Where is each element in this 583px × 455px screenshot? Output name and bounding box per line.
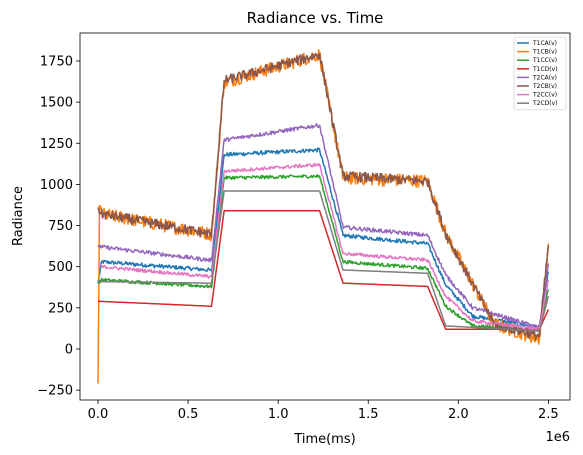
series-line-7 — [97, 162, 550, 332]
legend-label: T2CD(v) — [532, 100, 558, 107]
x-tick-label: 1.5 — [358, 407, 379, 422]
legend-label: T1CA(v) — [532, 40, 557, 47]
y-axis-label: Radiance — [11, 186, 26, 246]
series-line-1 — [97, 147, 550, 330]
legend: T1CA(v) T1CB(v)T1CC(v) T1CD(v)T2CA(v) T2CB(… — [513, 36, 567, 111]
x-tick-label: 0.0 — [88, 407, 109, 422]
y-tick-label: 0 — [65, 342, 73, 357]
series-line-3 — [97, 174, 550, 333]
y-tick-label: 1250 — [40, 137, 73, 152]
legend-label: T1CD(v) — [532, 66, 558, 73]
y-tick-label: 250 — [48, 301, 73, 316]
x-axis-offset-label: 1e6 — [545, 430, 570, 445]
x-tick-label: 1.0 — [268, 407, 289, 422]
series-line-6 — [97, 52, 550, 341]
legend-box — [513, 36, 567, 111]
y-tick-label: 500 — [48, 260, 73, 275]
chart-title: Radiance vs. Time — [247, 9, 384, 27]
x-tick-label: 2.0 — [448, 407, 469, 422]
y-tick-label: 1500 — [40, 96, 73, 111]
y-tick-label: −250 — [37, 384, 73, 399]
x-axis-label: Time(ms) — [293, 432, 355, 447]
x-tick-label: 0.5 — [178, 407, 199, 422]
series-layer — [97, 48, 550, 384]
y-axis: −250 0 250 500 750 1000 1250 1500 1750 — [37, 54, 80, 399]
series-line-5 — [97, 122, 550, 329]
x-axis: 0.0 0.5 1.0 1.5 2.0 2.5 — [88, 400, 559, 422]
series-line-8 — [98, 190, 550, 332]
legend-label: T2CB(v) — [532, 83, 557, 90]
y-tick-label: 1000 — [40, 178, 73, 193]
legend-label: T2CA(v) — [532, 74, 557, 81]
legend-label: T1CB(v) — [532, 49, 557, 56]
x-tick-label: 2.5 — [538, 407, 559, 422]
legend-label: T1CC(v) — [532, 57, 557, 64]
series-line-2 — [97, 48, 550, 384]
series-line-4 — [98, 209, 550, 330]
y-tick-label: 750 — [48, 219, 73, 234]
legend-label: T2CC(v) — [532, 92, 557, 99]
y-tick-label: 1750 — [40, 54, 73, 69]
plot-frame — [79, 32, 571, 401]
